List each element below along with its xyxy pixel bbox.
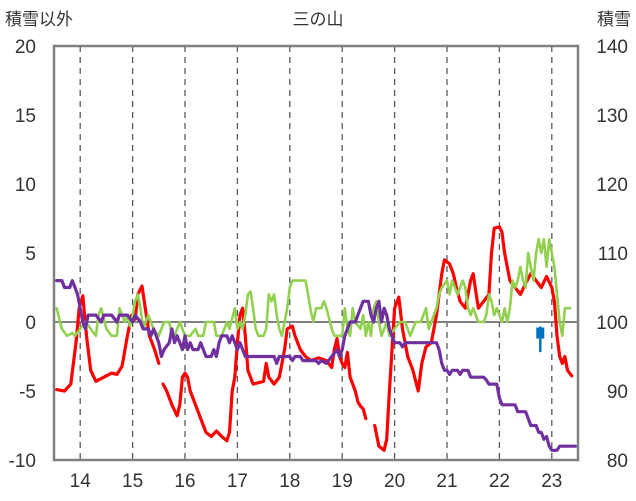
left-tick-label: -5	[19, 382, 36, 403]
series-line-1	[373, 225, 574, 452]
left-axis-label: 積雪以外	[5, 10, 73, 29]
series-line-1	[55, 284, 161, 393]
x-tick-label: 20	[384, 471, 405, 492]
left-axis-ticks: -10 -5 0 5 10 15 20	[9, 37, 36, 472]
right-tick-label: 100	[596, 313, 628, 334]
x-tick-label: 21	[436, 471, 457, 492]
x-tick-label: 19	[332, 471, 353, 492]
series-line-2	[55, 237, 572, 338]
x-tick-label: 17	[227, 471, 248, 492]
x-tick-label: 16	[174, 471, 195, 492]
left-tick-label: 20	[15, 37, 36, 58]
right-tick-label: 140	[596, 37, 628, 58]
x-tick-label: 23	[541, 471, 562, 492]
right-tick-label: 120	[596, 175, 628, 196]
left-tick-label: 15	[15, 106, 36, 127]
right-tick-label: 130	[596, 106, 628, 127]
left-tick-label: 5	[25, 244, 36, 265]
series-line-1	[161, 306, 368, 443]
right-axis-ticks: 80 90 100 110 120 130 140	[596, 37, 628, 472]
left-tick-label: 10	[15, 175, 36, 196]
left-tick-label: 0	[25, 313, 36, 334]
x-tick-label: 18	[279, 471, 300, 492]
x-tick-label: 22	[489, 471, 510, 492]
right-tick-label: 110	[598, 244, 628, 265]
series-line-3	[55, 279, 577, 452]
grid	[54, 46, 578, 460]
left-tick-label: -10	[9, 451, 36, 472]
x-tick-label: 15	[122, 471, 143, 492]
right-tick-label: 90	[607, 382, 628, 403]
snow-depth-marker	[536, 327, 545, 339]
right-axis-label: 積雪	[597, 10, 631, 29]
plot-frame	[52, 44, 580, 462]
x-axis-ticks: 14 15 16 17 18 19 20 21 22 23	[70, 471, 563, 492]
x-tick-label: 14	[70, 471, 92, 492]
right-tick-label: 80	[607, 451, 628, 472]
series-layer	[55, 225, 577, 452]
chart-title: 三の山	[293, 10, 344, 29]
